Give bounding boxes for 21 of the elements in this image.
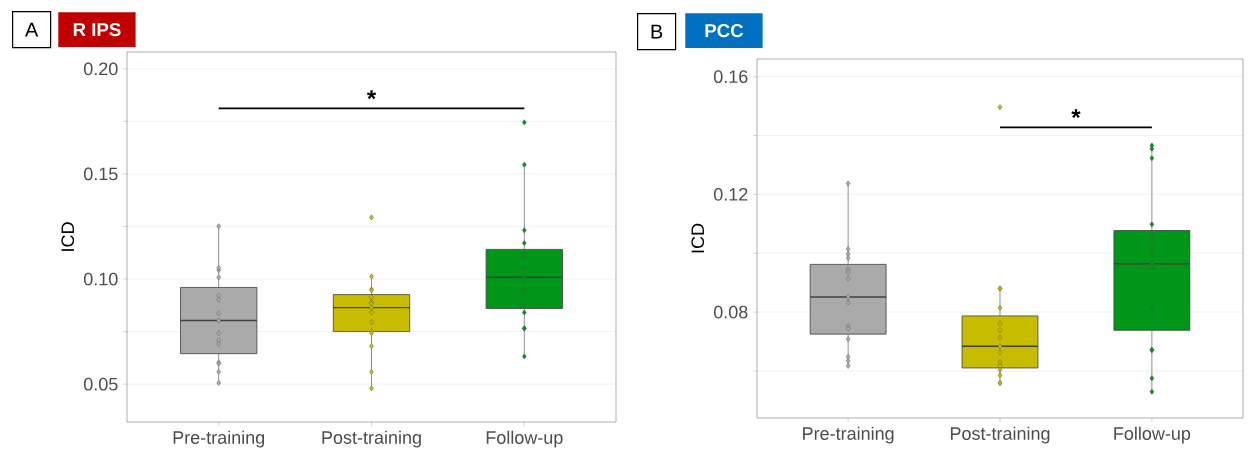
x-tick-label: Follow-up bbox=[1114, 426, 1191, 444]
y-tick-label: 0.16 bbox=[713, 70, 748, 84]
y-tick-label: 0.08 bbox=[713, 305, 748, 319]
x-tick-label: Post-training bbox=[322, 430, 421, 448]
chart-title: PCC bbox=[705, 23, 744, 38]
annotation: * bbox=[1071, 109, 1081, 119]
x-tick-label: Post-training bbox=[950, 426, 1050, 444]
annotation: * bbox=[366, 90, 377, 100]
y-tick-label: 0.10 bbox=[83, 272, 118, 286]
y-tick-label: 0.15 bbox=[83, 167, 118, 181]
chart-title: R IPS bbox=[73, 22, 121, 37]
text: B bbox=[651, 24, 663, 39]
y-axis-title: ICD bbox=[61, 222, 75, 251]
y-tick-label: 0.20 bbox=[83, 62, 118, 76]
y-tick-label: 0.12 bbox=[713, 187, 748, 201]
x-tick-label: Follow-up bbox=[486, 430, 563, 448]
x-tick-label: Pre-training bbox=[803, 426, 894, 444]
text: A bbox=[24, 22, 39, 37]
x-tick-label: Pre-training bbox=[173, 430, 265, 448]
y-axis-title: ICD bbox=[691, 223, 705, 253]
y-tick-label: 0.05 bbox=[83, 377, 118, 391]
